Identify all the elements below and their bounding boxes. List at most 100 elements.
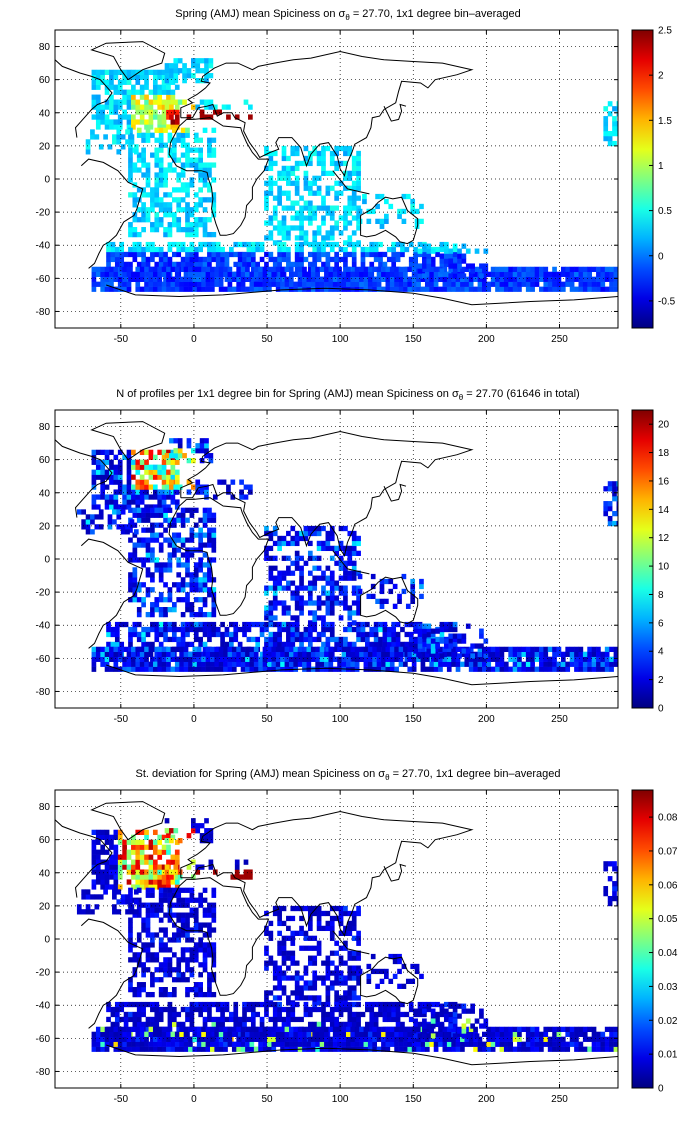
data-cell bbox=[185, 592, 190, 598]
data-cell bbox=[100, 266, 106, 273]
data-cell bbox=[100, 844, 106, 850]
data-cell bbox=[185, 557, 190, 563]
data-cell bbox=[245, 651, 250, 657]
data-cell bbox=[281, 1016, 287, 1023]
data-cell bbox=[375, 218, 380, 224]
data-cell bbox=[202, 522, 208, 528]
data-cell bbox=[144, 869, 149, 875]
data-cell bbox=[286, 585, 291, 591]
data-cell bbox=[286, 925, 291, 932]
data-cell bbox=[211, 927, 217, 933]
data-cell bbox=[171, 582, 177, 588]
data-cell bbox=[141, 162, 146, 168]
data-cell bbox=[158, 167, 164, 173]
data-cell bbox=[325, 535, 331, 542]
data-cell bbox=[391, 626, 397, 633]
data-cell bbox=[250, 636, 256, 643]
data-cell bbox=[246, 256, 252, 263]
data-cell bbox=[193, 952, 199, 958]
data-cell bbox=[224, 261, 230, 268]
data-cell bbox=[379, 583, 385, 590]
data-cell bbox=[294, 595, 300, 601]
data-cell bbox=[307, 960, 313, 966]
data-cell bbox=[281, 276, 287, 282]
data-cell bbox=[477, 661, 483, 667]
data-cell bbox=[157, 646, 163, 653]
data-cell bbox=[211, 137, 217, 143]
data-cell bbox=[351, 920, 357, 927]
data-cell bbox=[343, 185, 348, 191]
data-cell bbox=[307, 180, 313, 186]
data-cell bbox=[231, 651, 237, 657]
data-cell bbox=[272, 985, 278, 991]
data-cell bbox=[110, 1006, 116, 1013]
data-cell bbox=[126, 271, 132, 277]
data-cell bbox=[212, 104, 218, 110]
data-cell bbox=[174, 84, 180, 90]
data-cell bbox=[150, 246, 155, 253]
data-cell bbox=[451, 646, 456, 653]
data-cell bbox=[150, 547, 155, 553]
data-cell bbox=[179, 651, 184, 657]
data-cell bbox=[413, 648, 418, 654]
data-cell bbox=[356, 605, 361, 611]
data-cell bbox=[158, 1016, 164, 1023]
data-cell bbox=[612, 140, 617, 147]
data-cell bbox=[243, 99, 249, 105]
data-cell bbox=[521, 661, 527, 667]
data-cell bbox=[198, 246, 203, 253]
data-cell bbox=[167, 636, 173, 643]
data-cell bbox=[391, 636, 397, 643]
data-cell bbox=[141, 246, 146, 253]
data-cell bbox=[612, 126, 617, 132]
data-cell bbox=[420, 661, 426, 667]
data-cell bbox=[128, 942, 133, 948]
data-cell bbox=[443, 638, 449, 644]
data-cell bbox=[173, 63, 179, 69]
data-cell bbox=[188, 281, 193, 287]
data-cell bbox=[290, 580, 296, 586]
data-cell bbox=[132, 246, 138, 253]
data-cell bbox=[312, 230, 318, 236]
data-cell bbox=[286, 190, 291, 196]
data-cell bbox=[325, 230, 331, 236]
data-cell bbox=[386, 641, 392, 648]
data-cell bbox=[360, 631, 366, 638]
data-cell bbox=[403, 661, 408, 667]
data-cell bbox=[179, 286, 184, 292]
data-cell bbox=[128, 276, 133, 282]
data-cell bbox=[321, 621, 326, 628]
data-cell bbox=[141, 917, 146, 923]
data-cell bbox=[343, 945, 348, 951]
data-cell bbox=[473, 276, 478, 282]
data-cell bbox=[81, 519, 87, 525]
data-cell bbox=[394, 281, 399, 287]
data-cell bbox=[483, 648, 489, 654]
data-cell bbox=[388, 588, 394, 595]
data-cell bbox=[452, 633, 458, 639]
data-cell bbox=[167, 1016, 173, 1023]
data-cell bbox=[139, 459, 145, 465]
data-cell bbox=[202, 177, 208, 183]
data-cell bbox=[389, 661, 395, 667]
data-cell bbox=[294, 180, 300, 186]
data-cell bbox=[90, 134, 95, 140]
data-cell bbox=[158, 597, 164, 603]
data-cell bbox=[100, 69, 106, 75]
data-cell bbox=[109, 646, 114, 653]
data-cell bbox=[179, 281, 184, 287]
data-cell bbox=[95, 869, 101, 875]
data-cell bbox=[122, 454, 127, 460]
data-cell bbox=[158, 937, 164, 943]
data-cell bbox=[422, 633, 427, 639]
data-cell bbox=[136, 152, 142, 158]
data-cell bbox=[246, 246, 252, 253]
data-cell bbox=[152, 469, 158, 475]
data-cell bbox=[410, 198, 416, 205]
data-cell bbox=[144, 109, 149, 115]
data-cell bbox=[435, 636, 440, 643]
data-cell bbox=[106, 1016, 111, 1023]
data-cell bbox=[167, 917, 173, 923]
data-cell bbox=[240, 666, 246, 672]
data-cell bbox=[185, 127, 190, 133]
